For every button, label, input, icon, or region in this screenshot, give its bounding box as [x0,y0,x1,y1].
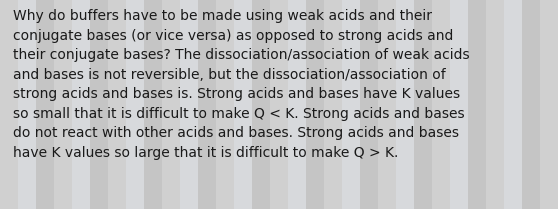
Text: Why do buffers have to be made using weak acids and their
conjugate bases (or vi: Why do buffers have to be made using wea… [13,9,470,160]
